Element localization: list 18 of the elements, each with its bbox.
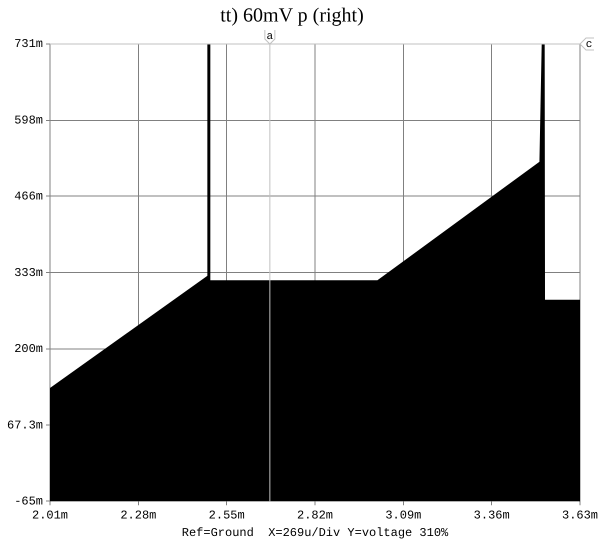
x-axis-title: Ref=Ground X=269u/Div Y=voltage 310% <box>182 526 450 540</box>
x-tick-label: 3.63m <box>562 508 598 523</box>
y-tick-label: 731m <box>14 37 44 52</box>
x-tick-label: 2.82m <box>296 508 334 523</box>
ref-line-label: c <box>586 38 592 51</box>
chart-title: tt) 60mV p (right) <box>220 4 364 26</box>
x-tick-label: 3.36m <box>474 508 510 523</box>
y-tick-label: 598m <box>14 114 44 128</box>
y-tick-label: 200m <box>14 342 44 356</box>
x-tick-label: 2.01m <box>32 508 68 523</box>
y-tick-label: 333m <box>14 266 44 280</box>
x-tick-label: 2.55m <box>208 508 245 523</box>
x-tick-label: 2.28m <box>120 508 156 523</box>
ref-line-label: a <box>266 30 274 43</box>
y-tick-label: 466m <box>14 189 44 204</box>
x-tick-label: 3.09m <box>385 508 422 523</box>
y-tick-label: 67.3m <box>6 418 44 432</box>
y-tick-label: -65m <box>14 494 44 508</box>
